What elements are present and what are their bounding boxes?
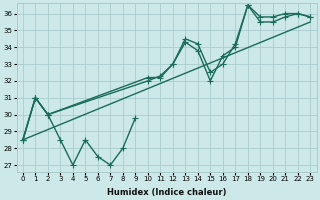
- X-axis label: Humidex (Indice chaleur): Humidex (Indice chaleur): [107, 188, 226, 197]
